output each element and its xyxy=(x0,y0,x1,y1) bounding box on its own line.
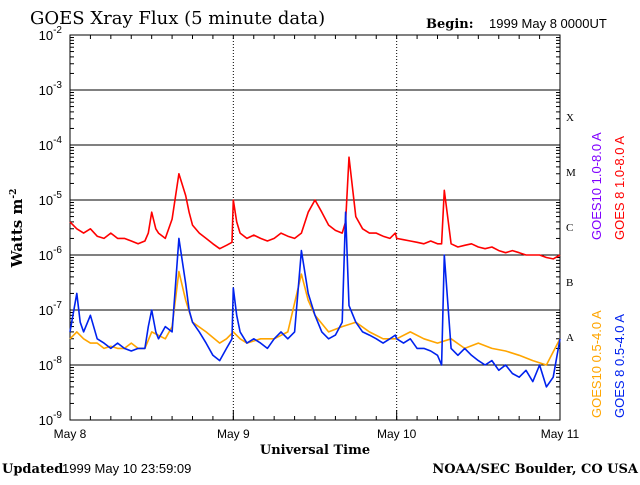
plot-frame xyxy=(69,34,561,421)
y-tick-label-0: 10-2 xyxy=(39,25,63,43)
grid-layer xyxy=(70,35,560,420)
y-axis-label-sup: -2 xyxy=(9,189,19,199)
flare-class-A: A xyxy=(566,332,574,344)
legend-goes10-short: GOES10 0.5-4.0 A xyxy=(589,310,604,418)
updated-label: Updated xyxy=(2,462,63,477)
x-tick-label-0: May 8 xyxy=(54,427,87,441)
y-tick-label-5: 10-7 xyxy=(39,300,63,318)
begin-value: 1999 May 8 0000UT xyxy=(489,16,607,31)
y-tick-label-3: 10-5 xyxy=(39,190,63,208)
x-tick-label-3: May 11 xyxy=(541,427,580,441)
legend-goes8-short: GOES 8 0.5-4.0 A xyxy=(612,314,627,418)
legend-goes8-long: GOES 8 1.0-8.0 A xyxy=(612,136,627,240)
series-layer xyxy=(69,156,561,388)
flare-class-X: X xyxy=(566,112,574,124)
y-tick-label-1: 10-3 xyxy=(39,80,63,98)
y-tick-label-7: 10-9 xyxy=(39,410,63,428)
x-axis-ticks: May 8 May 9 May 10 May 11 xyxy=(54,35,580,441)
y-axis-label: Watts m-2 xyxy=(8,189,26,269)
series-line-3 xyxy=(69,211,561,388)
series-line-2 xyxy=(69,270,561,366)
flare-class-labels: X M C B A xyxy=(566,112,576,344)
y-tick-label-2: 10-4 xyxy=(39,135,63,153)
flare-class-B: B xyxy=(566,277,573,289)
source-credit: NOAA/SEC Boulder, CO USA xyxy=(432,462,639,477)
y-axis-ticks: 10-2 10-3 10-4 10-5 10-6 10-7 10-8 10-9 xyxy=(39,25,560,428)
y-tick-label-4: 10-6 xyxy=(39,245,63,263)
flare-class-M: M xyxy=(566,167,576,179)
legend-goes10-long: GOES10 1.0-8.0 A xyxy=(589,132,604,240)
flare-class-C: C xyxy=(566,222,573,234)
updated-value: 1999 May 10 23:59:09 xyxy=(62,461,191,476)
chart-title: GOES Xray Flux (5 minute data) xyxy=(30,8,325,29)
x-tick-label-1: May 9 xyxy=(217,427,250,441)
x-tick-label-2: May 10 xyxy=(377,427,417,441)
y-tick-label-6: 10-8 xyxy=(39,355,63,373)
x-axis-label: Universal Time xyxy=(260,443,370,458)
series-line-1 xyxy=(69,156,561,260)
begin-label: Begin: xyxy=(426,17,474,32)
